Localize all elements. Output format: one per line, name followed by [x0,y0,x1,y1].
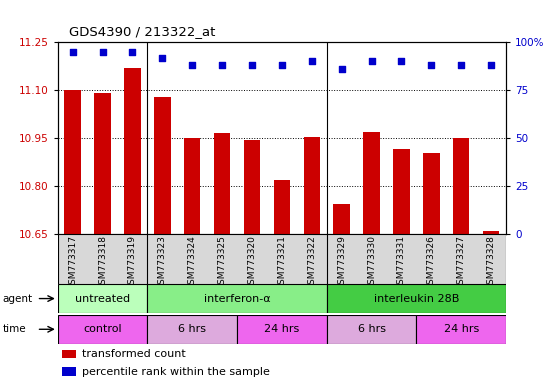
Text: 6 hrs: 6 hrs [178,324,206,334]
Point [427,62,436,68]
Point [397,58,406,65]
Text: agent: agent [3,293,33,304]
Point [337,66,346,72]
Bar [364,132,379,234]
Bar [244,140,260,234]
Text: GSM773319: GSM773319 [128,235,137,290]
Bar [416,315,506,344]
Bar [62,367,76,376]
Point [188,62,196,68]
Text: GSM773329: GSM773329 [337,235,346,290]
Bar [327,315,416,344]
Text: interleukin 28B: interleukin 28B [373,293,459,304]
Text: GDS4390 / 213322_at: GDS4390 / 213322_at [69,25,215,38]
Point [248,62,256,68]
Text: percentile rank within the sample: percentile rank within the sample [82,366,270,377]
Text: GSM773322: GSM773322 [307,235,316,290]
Bar [147,315,237,344]
Bar [62,350,76,358]
Bar [483,231,499,234]
Text: interferon-α: interferon-α [204,293,271,304]
Text: untreated: untreated [75,293,130,304]
Bar [327,284,506,313]
Bar [423,153,439,234]
Bar [393,149,410,234]
Text: 6 hrs: 6 hrs [358,324,386,334]
Text: GSM773331: GSM773331 [397,235,406,290]
Text: GSM773325: GSM773325 [218,235,227,290]
Bar [154,97,170,234]
Text: GSM773324: GSM773324 [188,235,197,290]
Bar [237,315,327,344]
Bar [58,234,506,284]
Point [367,58,376,65]
Bar [333,204,350,234]
Point [487,62,496,68]
Text: control: control [83,324,122,334]
Text: GSM773327: GSM773327 [456,235,466,290]
Text: GSM773323: GSM773323 [158,235,167,290]
Point [128,49,137,55]
Text: 24 hrs: 24 hrs [443,324,479,334]
Bar [274,180,290,234]
Text: 24 hrs: 24 hrs [264,324,300,334]
Text: transformed count: transformed count [82,349,186,359]
Bar [304,137,320,234]
Point [158,55,167,61]
Bar [453,138,469,234]
Point [98,49,107,55]
Bar [147,284,327,313]
Text: GSM773318: GSM773318 [98,235,107,290]
Text: GSM773326: GSM773326 [427,235,436,290]
Text: GSM773328: GSM773328 [487,235,496,290]
Bar [124,68,141,234]
Bar [214,133,230,234]
Point [277,62,286,68]
Text: GSM773317: GSM773317 [68,235,77,290]
Bar [184,138,200,234]
Text: GSM773321: GSM773321 [277,235,287,290]
Point [68,49,77,55]
Bar [64,90,81,234]
Bar [95,93,111,234]
Bar [58,315,147,344]
Point [456,62,465,68]
Text: time: time [3,324,26,334]
Text: GSM773320: GSM773320 [248,235,256,290]
Bar [58,284,147,313]
Point [218,62,227,68]
Text: GSM773330: GSM773330 [367,235,376,290]
Point [307,58,316,65]
